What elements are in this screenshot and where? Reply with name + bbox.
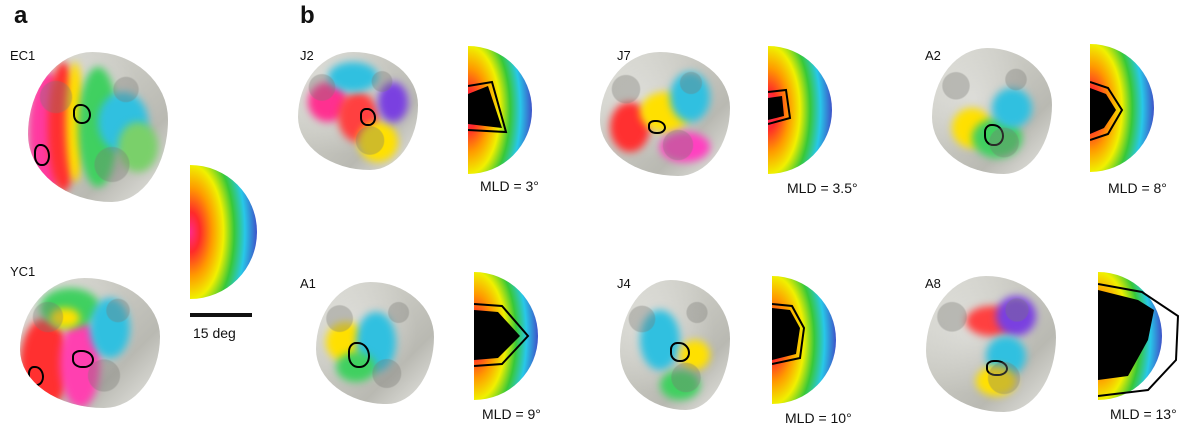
subject-label-a1: A1 bbox=[300, 276, 316, 291]
visual-field-wedge-j7 bbox=[768, 46, 832, 174]
visual-field-wedge-a1 bbox=[474, 272, 538, 400]
brain-map-yc1 bbox=[20, 278, 160, 408]
panel-b-letter: b bbox=[300, 2, 315, 29]
brain-map-ec1 bbox=[28, 52, 168, 202]
subject-label-yc1: YC1 bbox=[10, 264, 36, 279]
brain-map-a8 bbox=[926, 276, 1056, 412]
brain-map-j2 bbox=[298, 52, 418, 170]
mld-value-j7: MLD = 3.5° bbox=[787, 180, 858, 196]
visual-field-wedge-a8 bbox=[1098, 272, 1180, 400]
mld-value-j2: MLD = 3° bbox=[480, 178, 539, 194]
brain-map-a1 bbox=[316, 282, 434, 404]
mld-value-a2: MLD = 8° bbox=[1108, 180, 1167, 196]
mld-value-a8: MLD = 13° bbox=[1110, 406, 1177, 422]
mld-value-a1: MLD = 9° bbox=[482, 406, 541, 422]
scale-bar bbox=[190, 313, 252, 317]
visual-field-wedge-j4 bbox=[772, 276, 836, 404]
brain-map-j4 bbox=[620, 280, 730, 410]
brain-map-a2 bbox=[932, 48, 1052, 174]
scale-label: 15 deg bbox=[193, 325, 236, 341]
panel-a-letter: a bbox=[14, 2, 28, 29]
mld-value-j4: MLD = 10° bbox=[785, 410, 852, 426]
brain-map-j7 bbox=[600, 52, 730, 176]
visual-field-wedge-j2 bbox=[468, 46, 532, 174]
colour-key-wedge bbox=[190, 165, 257, 299]
visual-field-wedge-a2 bbox=[1090, 44, 1154, 172]
